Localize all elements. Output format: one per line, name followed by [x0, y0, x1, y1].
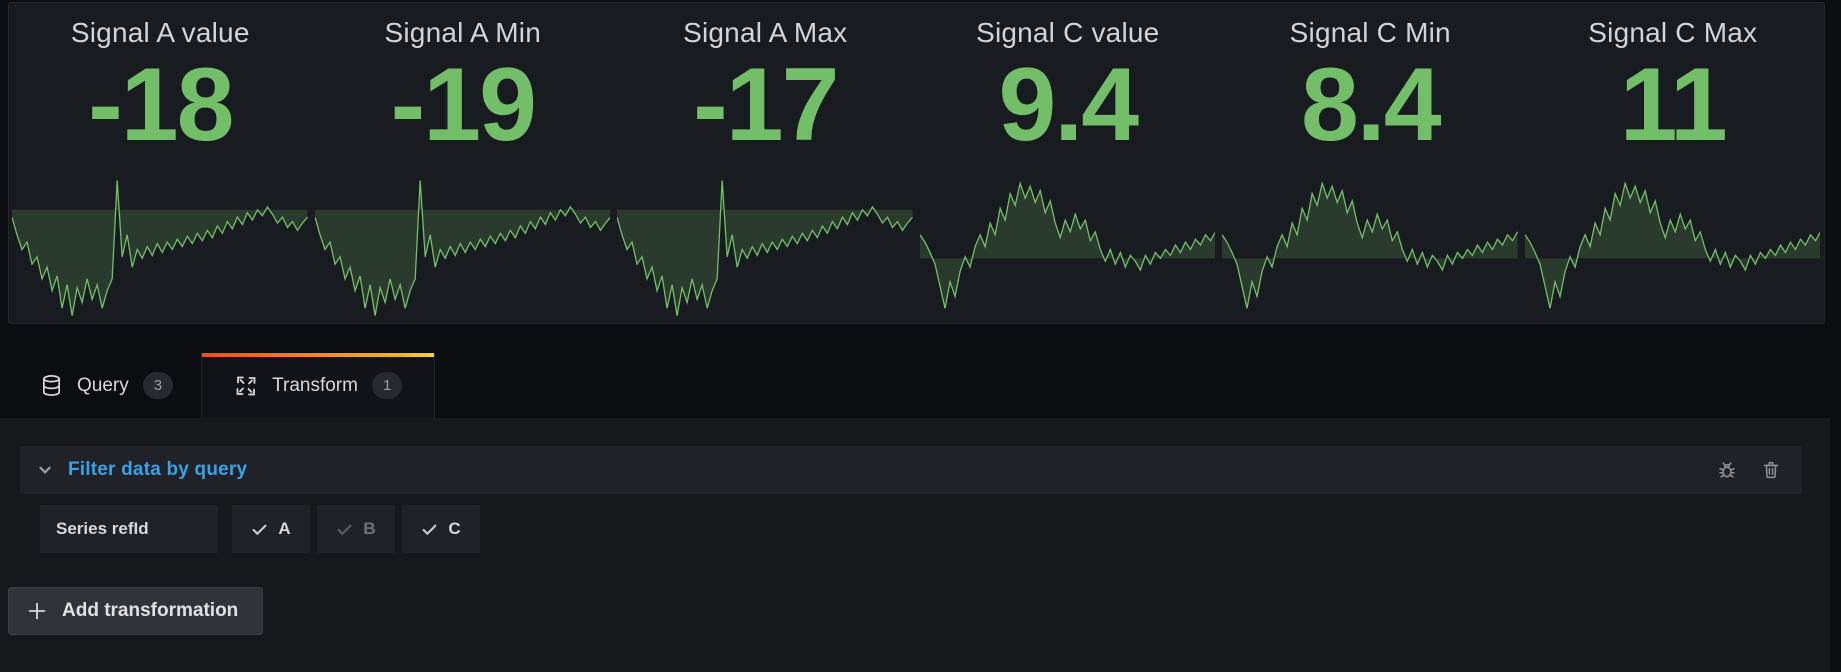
trash-icon [1760, 459, 1782, 481]
refid-letter: B [363, 519, 376, 538]
stat-value: 9.4 [998, 47, 1139, 163]
tab-label: Transform [272, 374, 358, 396]
sparkline-chart [1524, 176, 1820, 323]
stat-title: Signal A Max [683, 17, 848, 48]
database-icon [40, 374, 63, 397]
tab-transform[interactable]: Transform 1 [201, 353, 436, 418]
sparkline-chart [919, 176, 1215, 323]
stat-signal-c-max: Signal C Max 11 [1522, 3, 1825, 323]
stat-signal-a-max: Signal A Max -17 [614, 3, 917, 323]
refid-letter: C [448, 519, 461, 538]
check-icon [251, 521, 268, 538]
transform-editor-pane: Filter data by query [0, 418, 1830, 672]
sparkline-chart [617, 176, 913, 323]
debug-transformation-button[interactable] [1712, 455, 1742, 485]
stat-value: -18 [88, 47, 234, 163]
add-transformation-label: Add transformation [62, 600, 239, 621]
stat-signal-c-min: Signal C Min 8.4 [1219, 3, 1522, 323]
stat-signal-c-value: Signal C value 9.4 [917, 3, 1220, 323]
sparkline-chart [12, 176, 308, 323]
refid-button-group: A B C [232, 505, 480, 553]
filter-options-row: Series refId A B [40, 505, 480, 553]
stat-title: Signal C Min [1289, 17, 1451, 48]
transformation-header-row[interactable]: Filter data by query [20, 446, 1802, 494]
transformation-title: Filter data by query [68, 459, 248, 480]
stat-value: -17 [693, 47, 839, 163]
stat-title: Signal C value [976, 17, 1160, 48]
check-icon [421, 521, 438, 538]
stat-signal-a-min: Signal A Min -19 [312, 3, 615, 323]
stat-signal-a-value: Signal A value -18 [9, 3, 312, 323]
stat-value: 8.4 [1300, 47, 1442, 163]
editor-tabbar: Query 3 Transform 1 [0, 353, 1841, 418]
plus-icon [26, 600, 48, 622]
stat-value: -19 [390, 47, 537, 163]
stat-panel: Signal A value -18 Signal A Min -19 Sign… [8, 2, 1825, 324]
sparkline-chart [1222, 176, 1518, 323]
chevron-down-icon[interactable] [36, 461, 54, 479]
stat-title: Signal A value [70, 17, 250, 48]
stat-title: Signal C Max [1588, 17, 1758, 48]
bug-icon [1716, 459, 1738, 481]
refid-toggle-b[interactable]: B [317, 505, 395, 553]
tab-label: Query [77, 374, 129, 396]
refid-toggle-a[interactable]: A [232, 505, 310, 553]
add-transformation-button[interactable]: Add transformation [8, 587, 264, 635]
sparkline-chart [314, 176, 610, 323]
refid-toggle-c[interactable]: C [402, 505, 480, 553]
transform-count-badge: 1 [371, 372, 403, 399]
delete-transformation-button[interactable] [1756, 455, 1786, 485]
series-refid-label: Series refId [40, 505, 218, 553]
refid-letter: A [278, 519, 291, 538]
right-gutter [1830, 418, 1841, 672]
process-icon [234, 374, 258, 398]
stat-value: 11 [1619, 47, 1728, 163]
tab-query[interactable]: Query 3 [12, 353, 201, 418]
check-icon [336, 521, 353, 538]
stat-title: Signal A Min [384, 17, 541, 48]
query-count-badge: 3 [142, 372, 174, 399]
